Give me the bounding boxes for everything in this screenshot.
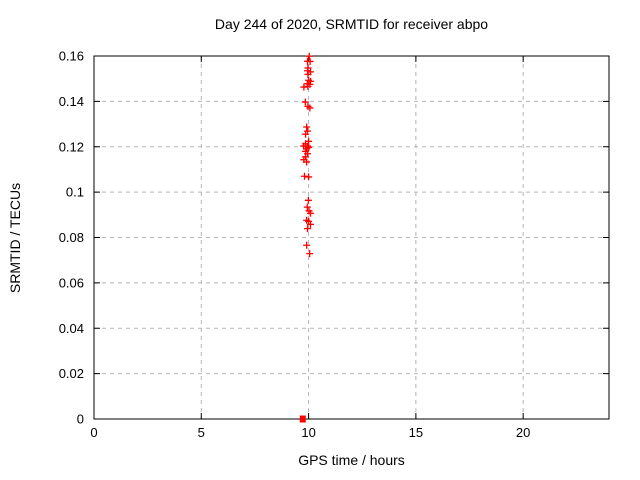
- data-point-marker: [307, 209, 315, 217]
- data-point-marker: [306, 250, 314, 258]
- data-point-marker: [301, 172, 309, 180]
- x-tick-label: 10: [301, 425, 315, 440]
- data-point-marker: [303, 158, 311, 166]
- data-point-marker: [304, 225, 312, 233]
- y-tick-label: 0.1: [66, 185, 84, 200]
- data-point-marker: [303, 203, 311, 211]
- data-point-marker: [303, 241, 311, 249]
- data-point-marker: [301, 98, 309, 106]
- data-point-marker: [304, 196, 312, 204]
- y-tick-label: 0.06: [59, 275, 84, 290]
- data-point-marker: [305, 173, 313, 181]
- data-point-marker: [306, 104, 314, 112]
- zero-point-marker: [299, 415, 306, 423]
- data-point-marker: [302, 130, 310, 138]
- data-point-marker: [307, 220, 315, 228]
- chart-title: Day 244 of 2020, SRMTID for receiver abp…: [214, 16, 489, 32]
- y-tick-label: 0.14: [59, 94, 84, 109]
- x-axis-label: GPS time / hours: [298, 452, 405, 468]
- y-tick-label: 0.12: [59, 139, 84, 154]
- data-point-marker: [304, 82, 312, 90]
- data-point-marker: [300, 83, 308, 91]
- data-point-marker: [306, 57, 314, 65]
- y-tick-label: 0: [77, 412, 84, 427]
- y-tick-label: 0.04: [59, 321, 84, 336]
- data-point-marker: [305, 52, 313, 60]
- x-tick-label: 15: [409, 425, 423, 440]
- x-tick-label: 0: [90, 425, 97, 440]
- x-tick-label: 5: [198, 425, 205, 440]
- y-tick-label: 0.16: [59, 49, 84, 64]
- y-tick-label: 0.08: [59, 230, 84, 245]
- data-point-marker: [304, 70, 312, 78]
- x-tick-label: 20: [516, 425, 530, 440]
- y-tick-label: 0.02: [59, 366, 84, 381]
- data-point-marker: [303, 123, 311, 131]
